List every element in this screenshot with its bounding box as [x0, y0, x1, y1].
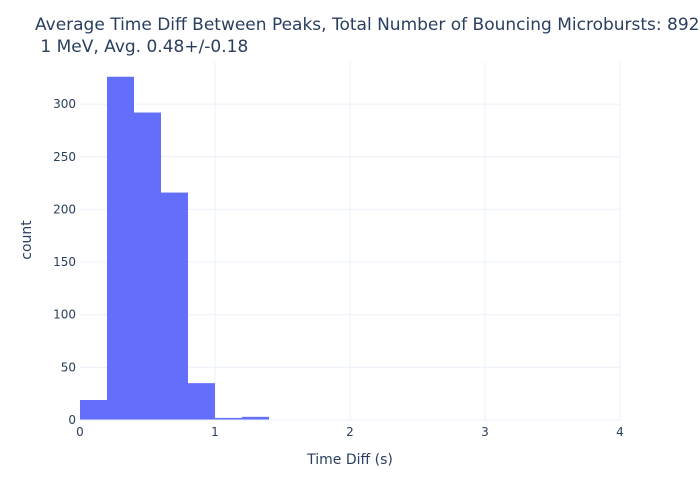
y-axis-title: count [19, 220, 35, 260]
histogram-bar [134, 112, 161, 421]
x-tick-label: 3 [481, 425, 489, 439]
histogram-bar [80, 399, 107, 420]
x-tick-label: 0 [76, 425, 84, 439]
x-axis-title: Time Diff (s) [306, 452, 393, 468]
x-tick-label: 4 [616, 425, 624, 439]
histogram-bar [107, 76, 134, 420]
bars [80, 76, 269, 421]
histogram-bar [188, 383, 215, 420]
y-tick-label: 0 [68, 413, 76, 427]
chart-title-line-2: 1 MeV, Avg. 0.48+/-0.18 [35, 37, 248, 57]
y-tick-label: 300 [53, 97, 76, 111]
x-tick-label: 2 [346, 425, 354, 439]
x-tick-labels: 0 1 2 3 4 [76, 425, 624, 439]
y-tick-label: 150 [53, 255, 76, 269]
y-tick-label: 200 [53, 202, 76, 216]
y-tick-label: 250 [53, 150, 76, 164]
y-tick-labels: 0 50 100 150 200 250 300 [53, 97, 76, 427]
x-tick-label: 1 [211, 425, 219, 439]
y-tick-label: 50 [61, 360, 76, 374]
histogram-bar [242, 416, 269, 420]
histogram-bar [215, 417, 242, 420]
histogram-bar [161, 192, 188, 420]
chart-title-line-1: Average Time Diff Between Peaks, Total N… [35, 15, 700, 35]
y-tick-label: 100 [53, 308, 76, 322]
